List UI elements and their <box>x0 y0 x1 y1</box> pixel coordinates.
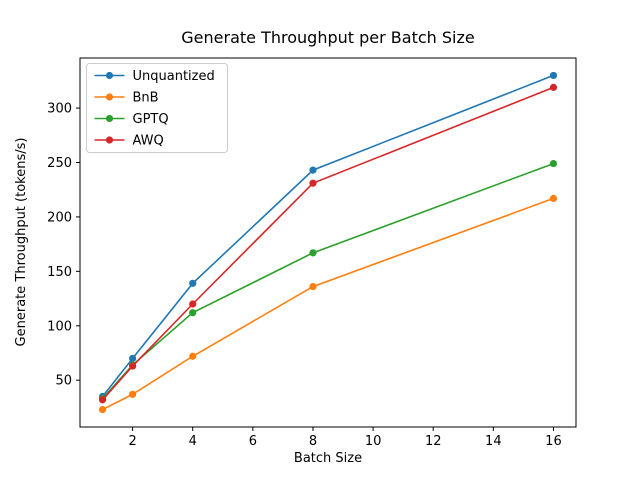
legend-marker-gptq <box>105 114 114 123</box>
x-tick-label: 8 <box>309 434 317 449</box>
legend: Unquantized BnB GPTQ AWQ <box>86 63 228 153</box>
data-point-awq <box>309 179 317 187</box>
data-point-awq <box>98 396 107 404</box>
data-point-bnb <box>129 390 137 398</box>
x-tick-label: 16 <box>545 434 562 449</box>
x-tick-label: 12 <box>425 434 442 449</box>
data-point-gptq <box>189 309 197 317</box>
x-axis-label: Batch Size <box>294 451 362 466</box>
legend-label-gptq: GPTQ <box>133 112 169 127</box>
y-tick-label: 100 <box>47 319 72 334</box>
y-tick-label: 200 <box>47 210 72 225</box>
data-point-bnb <box>309 282 317 291</box>
legend-label-awq: AWQ <box>133 134 164 149</box>
data-point-unquantized <box>309 166 317 174</box>
x-tick-label: 4 <box>189 434 197 449</box>
series-layer <box>98 71 558 414</box>
data-point-gptq <box>309 249 317 257</box>
chart-title: Generate Throughput per Batch Size <box>181 28 474 47</box>
y-tick-label: 150 <box>47 265 72 280</box>
data-point-unquantized <box>549 71 558 80</box>
y-tick-label: 50 <box>55 374 72 389</box>
data-point-gptq <box>549 159 558 168</box>
x-tick-label: 6 <box>249 434 257 449</box>
data-point-awq <box>189 300 197 308</box>
legend-frame <box>86 63 228 153</box>
legend-label-bnb: BnB <box>133 91 159 106</box>
legend-marker-unquantized <box>105 71 114 80</box>
x-tick-label: 14 <box>485 434 502 449</box>
data-point-awq <box>549 83 558 91</box>
y-tick-label: 300 <box>47 102 72 117</box>
axis-ticks: 2 4 6 8 10 12 14 16 50 100 150 200 250 300 <box>47 102 562 449</box>
x-tick-label: 2 <box>128 434 136 449</box>
data-point-unquantized <box>129 354 137 363</box>
data-point-bnb <box>549 194 558 203</box>
data-point-unquantized <box>189 279 197 287</box>
y-tick-label: 250 <box>47 156 72 171</box>
data-point-bnb <box>98 405 107 414</box>
legend-marker-awq <box>105 136 114 144</box>
x-tick-label: 10 <box>365 434 382 449</box>
data-point-awq <box>129 362 137 370</box>
legend-label-unquantized: Unquantized <box>133 69 215 84</box>
data-point-bnb <box>189 352 197 360</box>
y-axis-label: Generate Throughput (tokens/s) <box>14 138 29 347</box>
legend-marker-bnb <box>105 93 114 101</box>
